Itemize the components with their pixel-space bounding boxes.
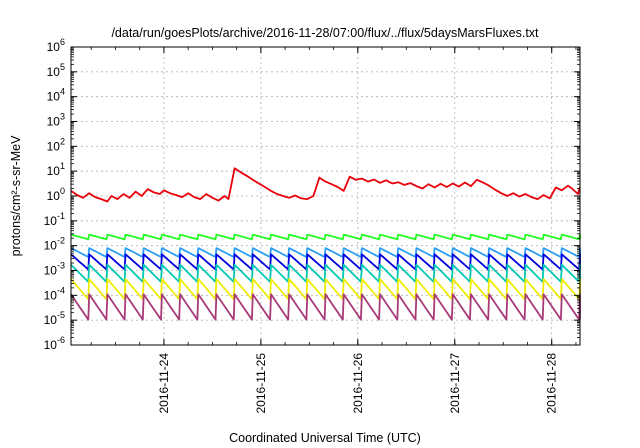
- series-line-7: [70, 293, 581, 321]
- series-line-2: [70, 233, 581, 241]
- y-tick-label: 105: [47, 62, 65, 79]
- y-tick-label: 10-6: [44, 335, 65, 352]
- y-tick-label: 10-2: [44, 236, 65, 253]
- series-layer: [70, 167, 581, 321]
- x-tick-label: 2016-11-27: [448, 353, 462, 414]
- x-tick-label: 2016-11-28: [545, 353, 559, 414]
- x-tick-label: 2016-11-26: [351, 353, 365, 414]
- y-axis: 10-6 10-5 10-4 10-3 10-2 10-1 100 101 102 103 104 1…: [44, 37, 580, 352]
- y-tick-label: 101: [47, 161, 65, 178]
- y-tick-label: 10-3: [44, 261, 65, 278]
- y-tick-label: 10-1: [44, 211, 65, 228]
- x-axis: 2016-11-24 2016-11-25 2016-11-26 2016-11-27…: [90, 47, 577, 414]
- y-tick-label: 103: [47, 112, 65, 129]
- y-axis-label: protons/cm²-s-sr-MeV: [9, 135, 23, 257]
- y-tick-label: 100: [47, 186, 65, 203]
- y-tick-label: 102: [47, 136, 65, 153]
- x-axis-label: Coordinated Universal Time (UTC): [229, 431, 421, 445]
- chart-title: /data/run/goesPlots/archive/2016-11-28/0…: [111, 26, 539, 40]
- y-tick-label: 106: [47, 37, 65, 54]
- y-tick-label: 104: [47, 87, 65, 104]
- x-tick-label: 2016-11-25: [254, 353, 268, 414]
- y-tick-label: 10-4: [44, 285, 65, 302]
- x-tick-label: 2016-11-24: [157, 353, 171, 414]
- series-line-1: [70, 167, 581, 203]
- y-tick-label: 10-5: [44, 310, 65, 327]
